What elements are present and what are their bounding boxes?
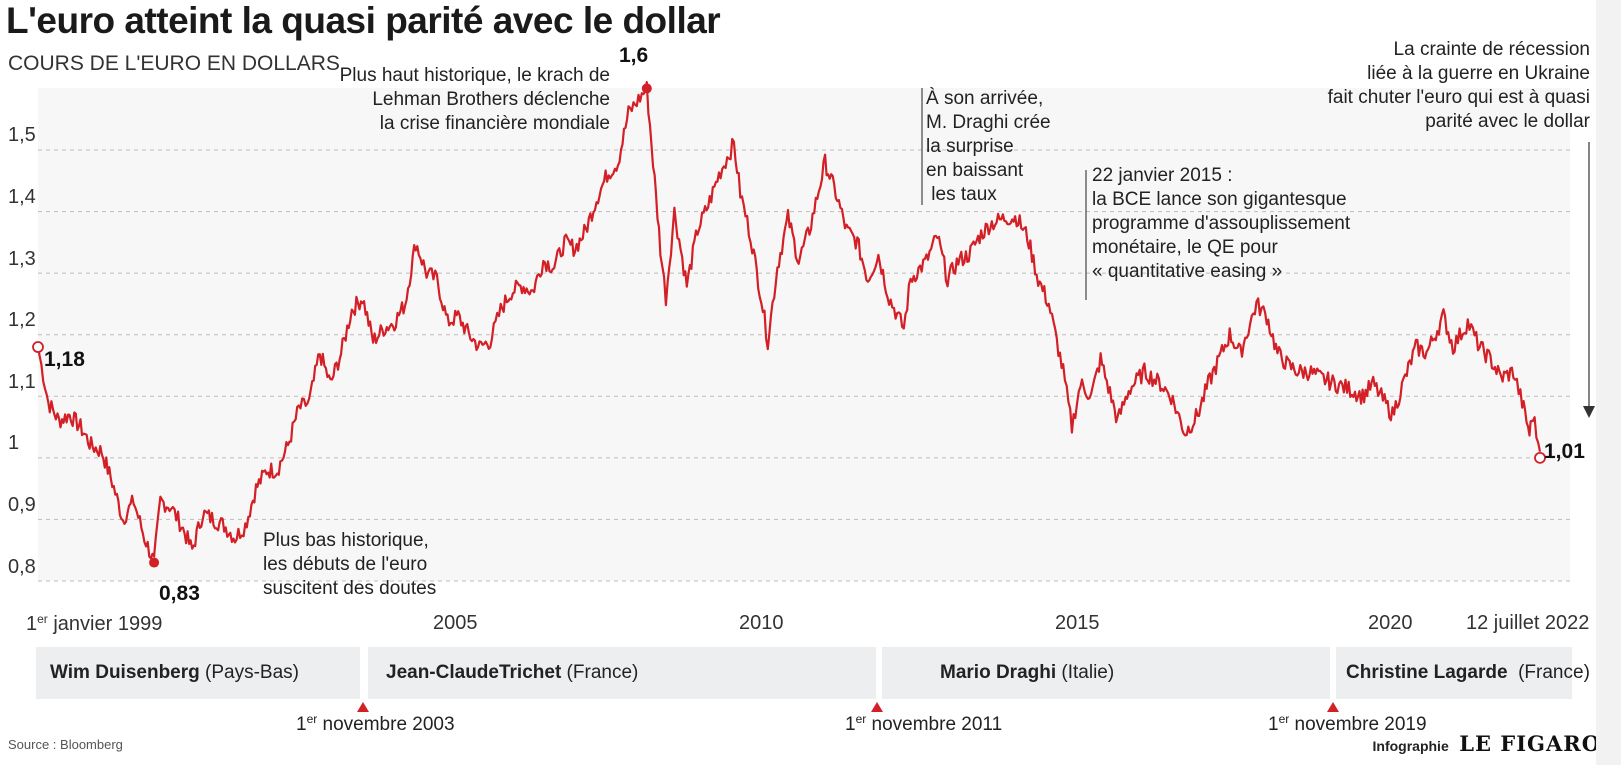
annotation-high: Plus haut historique, le krach de Lehman… xyxy=(339,65,610,134)
data-label-high: 1,6 xyxy=(619,44,649,67)
x-tick-label: 2010 xyxy=(739,612,784,634)
y-tick-label: 1,4 xyxy=(8,186,36,208)
chart-plot-area xyxy=(32,81,1595,582)
credit: Infographie LE FIGARO xyxy=(1373,731,1601,756)
annotation-qe: 22 janvier 2015 : la BCE lance son gigan… xyxy=(1092,165,1351,282)
chart-subtitle: COURS DE L'EURO EN DOLLARS xyxy=(8,52,340,75)
x-tick-label: 1er janvier 1999 xyxy=(26,612,163,635)
y-tick-label: 1,1 xyxy=(8,371,36,393)
mandate-date: 1er novembre 2011 xyxy=(845,712,1003,735)
y-tick-label: 0,8 xyxy=(8,556,36,578)
plot-background xyxy=(38,88,1570,581)
annotation-draghi: À son arrivée, M. Draghi crée la surpris… xyxy=(926,88,1051,205)
mandate-date: 1er novembre 2003 xyxy=(296,712,455,735)
x-tick-label: 12 juillet 2022 xyxy=(1466,612,1590,634)
president-band-draghi: Mario Draghi (Italie) xyxy=(882,647,1330,699)
brand-logo: LE FIGARO xyxy=(1459,731,1601,756)
mandate-triangle-icon xyxy=(357,702,369,712)
mandate-triangle-icon xyxy=(871,702,883,712)
credit-label: Infographie xyxy=(1372,738,1449,754)
data-point-marker xyxy=(1534,451,1546,464)
y-tick-label: 1,5 xyxy=(8,124,36,146)
y-tick-label: 1,2 xyxy=(8,309,36,331)
mandate-date: 1er novembre 2019 xyxy=(1268,712,1427,735)
source-note: Source : Bloomberg xyxy=(8,737,123,752)
y-tick-label: 0,9 xyxy=(8,494,36,516)
page-edge xyxy=(1596,0,1621,765)
data-point-marker xyxy=(641,83,652,94)
series-line xyxy=(36,81,1542,560)
annotation-low: Plus bas historique, les débuts de l'eur… xyxy=(263,530,437,599)
x-tick-label: 2005 xyxy=(433,612,478,634)
data-point-marker xyxy=(149,557,160,568)
data-label-low: 0,83 xyxy=(159,582,200,605)
x-tick-label: 2015 xyxy=(1055,612,1100,634)
data-point-marker xyxy=(32,341,44,353)
data-label-start: 1,18 xyxy=(44,348,85,371)
arrowhead-icon xyxy=(1583,406,1595,418)
annotation-recession: La crainte de récession liée à la guerre… xyxy=(1327,39,1590,132)
president-band-lagarde: Christine Lagarde (France) xyxy=(1336,647,1590,699)
chart-title: L'euro atteint la quasi parité avec le d… xyxy=(6,0,721,41)
president-band-duisenberg: Wim Duisenberg (Pays-Bas) xyxy=(36,647,360,699)
data-label-end: 1,01 xyxy=(1544,440,1585,463)
y-tick-label: 1,3 xyxy=(8,248,36,270)
y-tick-label: 1 xyxy=(8,432,20,454)
mandate-triangle-icon xyxy=(1327,702,1339,712)
x-tick-label: 2020 xyxy=(1368,612,1413,634)
president-band-trichet: Jean-ClaudeTrichet (France) xyxy=(368,647,876,699)
